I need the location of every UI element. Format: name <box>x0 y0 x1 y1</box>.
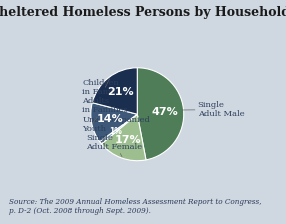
Text: Children
in Families: Children in Families <box>82 79 128 96</box>
Text: 47%: 47% <box>152 107 178 117</box>
Text: 14%: 14% <box>96 114 123 125</box>
Text: 17%: 17% <box>114 136 141 145</box>
Text: Source: The 2009 Annual Homeless Assessment Report to Congress,
p. D-2 (Oct. 200: Source: The 2009 Annual Homeless Assessm… <box>9 198 261 215</box>
Text: Unaccompanied
Youth: Unaccompanied Youth <box>82 116 150 142</box>
Wedge shape <box>100 114 137 144</box>
Wedge shape <box>92 68 137 114</box>
Text: Single
Adult Male: Single Adult Male <box>182 101 244 118</box>
Wedge shape <box>137 68 184 160</box>
Text: Adults
in Families: Adults in Families <box>82 97 128 123</box>
Text: 1%: 1% <box>109 127 122 136</box>
Text: 21%: 21% <box>107 87 134 97</box>
Text: Single
Adult Female: Single Adult Female <box>86 134 142 157</box>
Wedge shape <box>91 103 137 142</box>
Text: Sheltered Homeless Persons by Households: Sheltered Homeless Persons by Households <box>0 6 286 19</box>
Wedge shape <box>102 114 146 161</box>
